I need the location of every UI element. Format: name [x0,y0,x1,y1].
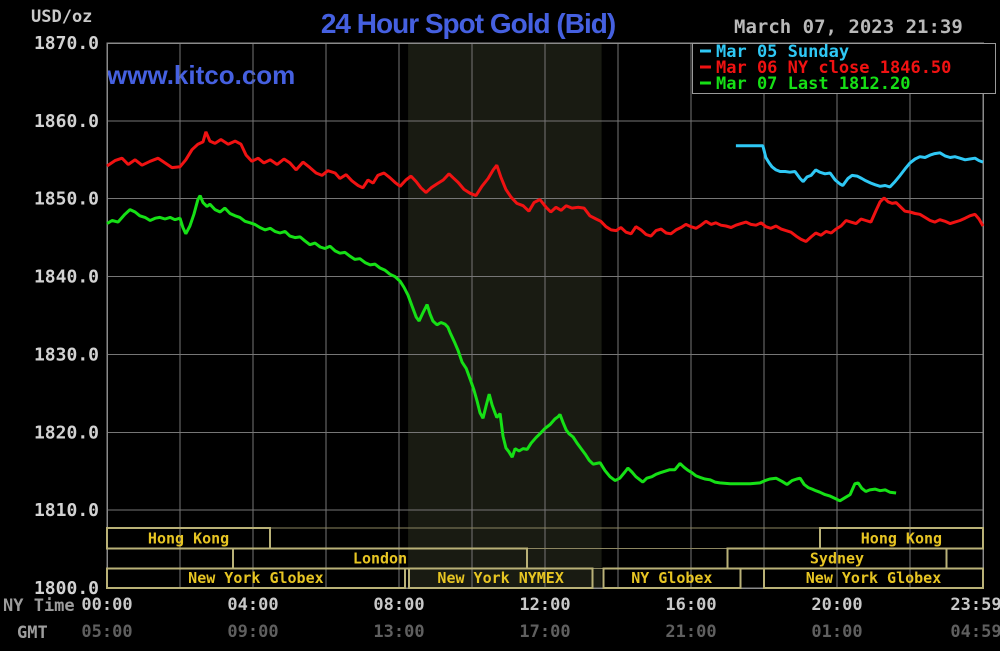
y-axis-tick-label: 1850.0 [34,189,99,210]
kitco-watermark: www.kitco.com [107,60,296,90]
session-label: Hong Kong [861,530,942,548]
x-axis-gmt-tick-label: 01:00 [811,622,862,642]
y-axis-tick-label: 1800.0 [34,578,99,599]
legend-label: Mar 07 Last 1812.20 [716,74,910,94]
price-line-mar-07 [106,194,897,503]
session-box [602,567,742,589]
x-axis-gmt-tick-label: 04:59 [950,622,1000,642]
x-axis-gmt-tick-label: 17:00 [519,622,570,642]
page-title: 24 Hour Spot Gold (Bid) [320,8,616,39]
x-axis-ny-tick-label: 00:00 [81,595,132,615]
y-axis-tick-label: 1830.0 [34,344,99,365]
session-box [407,567,594,589]
y-axis-tick-label: 1860.0 [34,111,99,132]
y-axis-tick-label: 1870.0 [34,33,99,54]
nymex-session-band [408,43,602,588]
session-label: New York NYMEX [437,569,563,587]
x-axis-ny-tick-label: 23:59 [950,595,1000,615]
x-axis-gmt-tick-label: 09:00 [227,622,278,642]
y-axis-tick-label: 1810.0 [34,500,99,521]
session-box [763,567,984,589]
unit-label: USD/oz [31,7,93,27]
legend-label: Mar 05 Sunday [716,42,849,62]
x-axis-ny-tick-label: 04:00 [227,595,278,615]
session-label: Sydney [810,550,864,568]
x-axis-gmt-tick-label: 21:00 [665,622,716,642]
y-axis-tick-label: 1820.0 [34,422,99,443]
x-axis-ny-tick-label: 12:00 [519,595,570,615]
price-line-mar-06 [106,131,985,243]
datetime-label: March 07, 2023 21:39 [734,16,963,38]
x-axis-ny-tick-label: 16:00 [665,595,716,615]
session-box [106,567,406,589]
y-axis-tick-label: 1840.0 [34,267,99,288]
session-box [106,527,272,550]
x-axis-ny-tick-label: 08:00 [373,595,424,615]
session-label: Hong Kong [148,530,229,548]
session-label: New York Globex [188,569,323,587]
x-axis-ny-tick-label: 20:00 [811,595,862,615]
gmt-axis-label: GMT [17,623,48,643]
legend-label: Mar 06 NY close 1846.50 [716,58,951,78]
session-label: NY Globex [631,569,712,587]
legend-box [692,43,996,94]
ny-time-axis-label: NY Time [3,596,75,616]
price-line-mar-05 [735,144,984,189]
session-label: New York Globex [806,569,941,587]
session-label: London [353,550,407,568]
x-axis-gmt-tick-label: 05:00 [81,622,132,642]
x-axis-gmt-tick-label: 13:00 [373,622,424,642]
